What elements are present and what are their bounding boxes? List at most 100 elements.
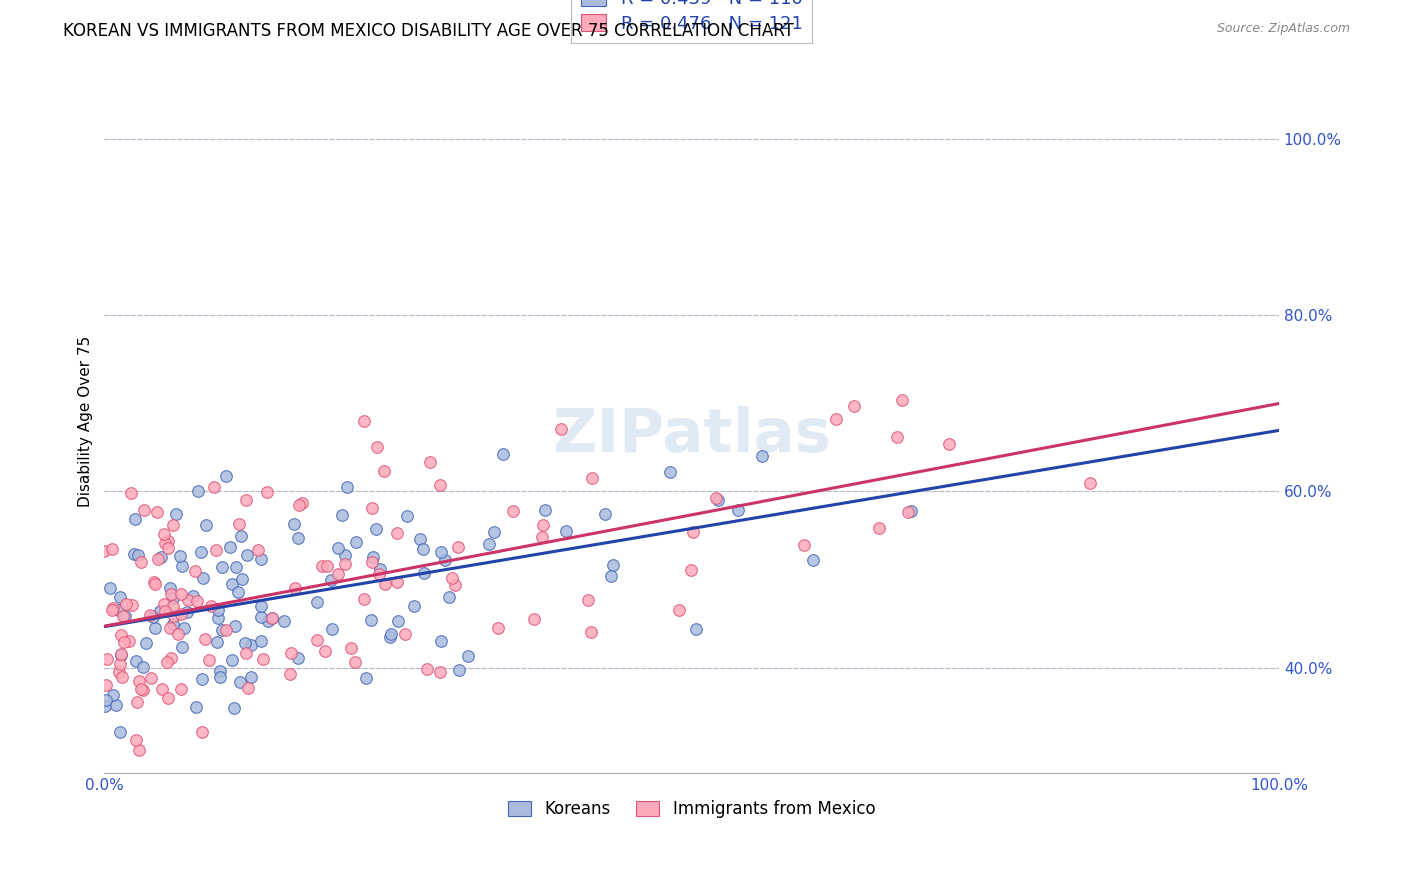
Point (685, 623, 707, 637)
Point (215, 469, 238, 483)
Point (170, 607, 193, 622)
Text: KOREAN VS IMMIGRANTS FROM MEXICO DISABILITY AGE OVER 75 CORRELATION CHART: KOREAN VS IMMIGRANTS FROM MEXICO DISABIL… (63, 22, 794, 40)
Point (394, 626, 416, 640)
Point (194, 632, 217, 646)
Point (250, 634, 273, 648)
Point (704, 491, 727, 505)
Point (139, 672, 162, 686)
Point (825, 411, 848, 425)
Point (801, 552, 824, 566)
Point (429, 478, 451, 492)
Point (429, 665, 451, 680)
Point (361, 550, 384, 565)
Point (162, 617, 184, 632)
Point (172, 640, 194, 654)
Point (890, 393, 912, 408)
Point (235, 646, 257, 660)
Point (315, 558, 337, 573)
Point (402, 599, 425, 613)
Point (354, 672, 377, 686)
Point (326, 541, 349, 556)
Point (228, 675, 250, 690)
Point (211, 559, 233, 574)
Point (321, 622, 343, 636)
Point (579, 625, 602, 640)
Point (101, 541, 124, 556)
Point (238, 681, 260, 696)
Point (437, 591, 460, 605)
Point (146, 504, 169, 518)
Point (114, 634, 136, 648)
Point (288, 498, 311, 512)
Point (262, 610, 284, 624)
Point (200, 599, 222, 613)
Text: ZIPatlas: ZIPatlas (553, 406, 831, 465)
Point (139, 607, 162, 622)
Point (938, 436, 960, 450)
Point (550, 422, 572, 436)
Point (224, 701, 246, 715)
Point (250, 599, 273, 614)
Point (114, 609, 136, 624)
Point (125, 695, 148, 709)
Point (486, 621, 509, 635)
Point (108, 725, 131, 739)
Point (153, 527, 176, 541)
Point (727, 503, 749, 517)
Point (581, 471, 603, 485)
Point (228, 517, 250, 532)
Point (256, 484, 278, 499)
Point (326, 567, 349, 582)
Point (149, 603, 172, 617)
Point (172, 559, 194, 574)
Point (492, 447, 515, 461)
Point (336, 480, 359, 494)
Point (208, 670, 231, 684)
Point (94, 693, 117, 707)
Point (283, 516, 305, 531)
Point (93, 544, 115, 558)
Point (93, 698, 115, 713)
Point (235, 493, 257, 508)
Point (360, 613, 382, 627)
Point (385, 525, 408, 540)
Point (165, 507, 187, 521)
Point (205, 543, 228, 558)
Point (366, 522, 388, 536)
Legend: Koreans, Immigrants from Mexico: Koreans, Immigrants from Mexico (502, 794, 882, 825)
Point (793, 538, 815, 552)
Point (221, 653, 243, 667)
Point (319, 573, 342, 587)
Point (330, 508, 353, 523)
Point (183, 589, 205, 603)
Point (160, 587, 183, 601)
Point (211, 624, 233, 638)
Point (96, 651, 118, 665)
Point (668, 603, 690, 617)
Point (291, 496, 314, 510)
Point (108, 657, 131, 672)
Point (153, 604, 176, 618)
Point (236, 548, 259, 562)
Point (374, 577, 396, 591)
Point (132, 682, 155, 697)
Point (239, 670, 262, 684)
Point (129, 682, 152, 697)
Point (129, 556, 152, 570)
Point (127, 548, 149, 562)
Point (162, 518, 184, 533)
Point (157, 691, 180, 706)
Point (441, 571, 464, 585)
Point (107, 602, 129, 616)
Point (314, 644, 336, 658)
Point (530, 530, 553, 544)
Point (104, 698, 127, 712)
Point (128, 673, 150, 688)
Point (307, 595, 329, 609)
Point (159, 621, 181, 635)
Point (447, 663, 470, 677)
Point (143, 576, 166, 591)
Point (534, 503, 557, 517)
Point (368, 562, 391, 576)
Point (366, 440, 388, 454)
